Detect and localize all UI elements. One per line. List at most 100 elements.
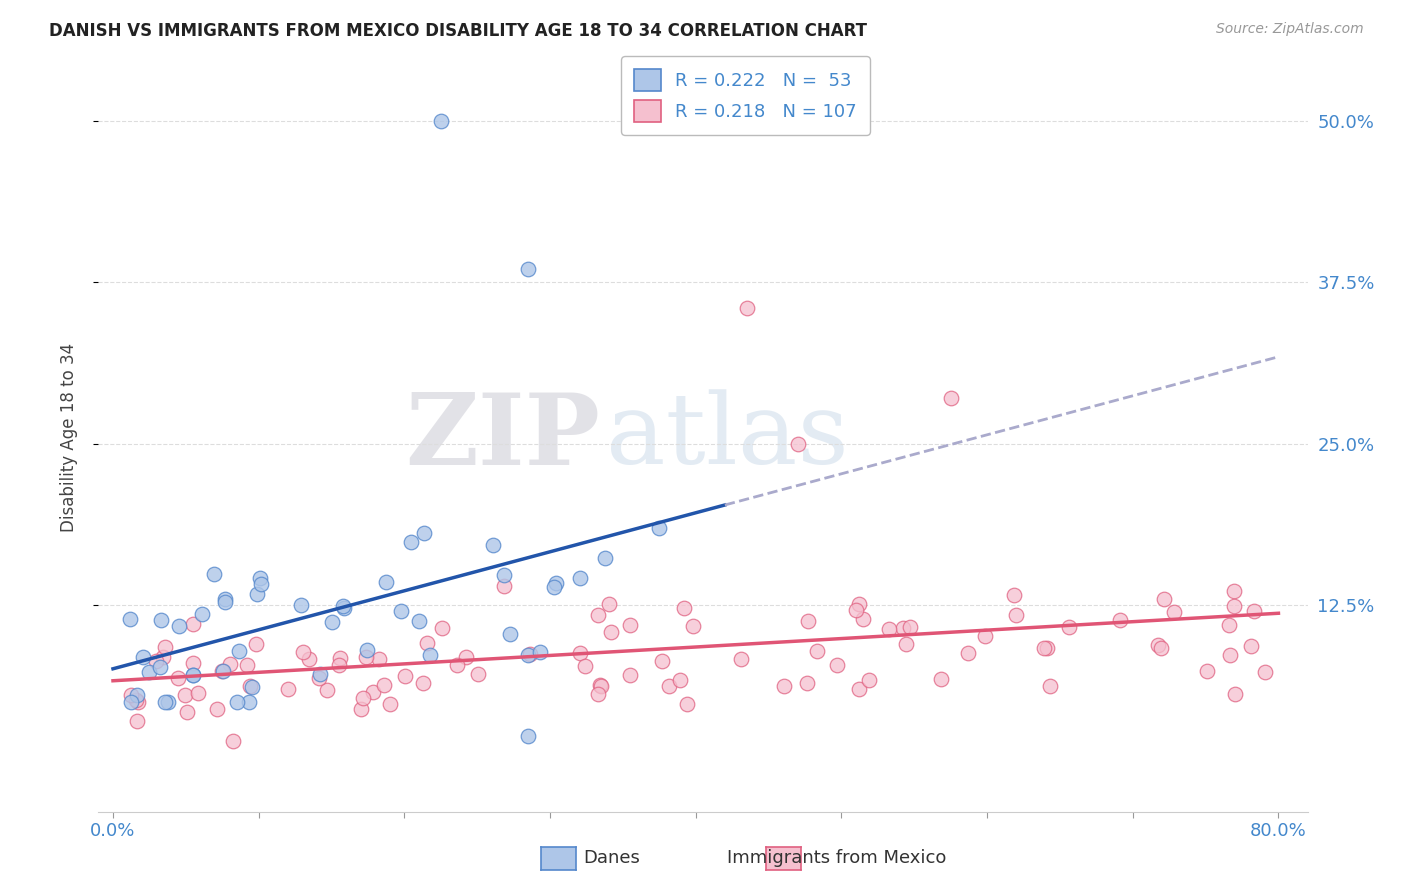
- Point: [356, 643, 378, 657]
- Point: [1002, 588, 1025, 602]
- Point: [543, 580, 565, 594]
- Point: [225, 695, 247, 709]
- Point: [845, 603, 868, 617]
- Point: [419, 648, 441, 662]
- Point: [929, 672, 952, 686]
- Point: [399, 535, 422, 549]
- Point: [153, 695, 176, 709]
- Point: [155, 640, 177, 655]
- Point: [367, 652, 389, 666]
- Point: [593, 551, 616, 566]
- Point: [333, 601, 356, 615]
- Point: [773, 679, 796, 693]
- Point: [517, 648, 540, 662]
- Point: [250, 577, 273, 591]
- Point: [1004, 608, 1026, 623]
- Point: [658, 679, 681, 693]
- Point: [879, 622, 901, 636]
- Point: [735, 301, 758, 315]
- Point: [1197, 664, 1219, 678]
- Point: [481, 538, 503, 552]
- Point: [1219, 648, 1241, 662]
- Point: [619, 667, 641, 681]
- Point: [277, 681, 299, 696]
- Point: [1223, 584, 1246, 599]
- Point: [239, 679, 262, 693]
- Point: [361, 685, 384, 699]
- Point: [956, 646, 979, 660]
- Point: [329, 650, 352, 665]
- Point: [394, 669, 416, 683]
- Point: [896, 637, 918, 651]
- Point: [174, 688, 197, 702]
- Point: [202, 566, 225, 581]
- Point: [786, 436, 808, 450]
- Point: [619, 618, 641, 632]
- Point: [1153, 591, 1175, 606]
- Point: [494, 568, 516, 582]
- Point: [1057, 620, 1080, 634]
- Point: [796, 676, 818, 690]
- Point: [181, 668, 204, 682]
- Point: [429, 113, 451, 128]
- Point: [430, 621, 453, 635]
- Point: [446, 657, 468, 672]
- Point: [236, 658, 259, 673]
- Point: [413, 526, 436, 541]
- Point: [125, 689, 148, 703]
- Point: [651, 654, 673, 668]
- Point: [589, 678, 612, 692]
- Point: [408, 614, 430, 628]
- Point: [467, 667, 489, 681]
- Point: [352, 691, 374, 706]
- Point: [1147, 639, 1170, 653]
- Point: [149, 660, 172, 674]
- Point: [238, 695, 260, 709]
- Point: [245, 637, 267, 651]
- Point: [648, 521, 671, 535]
- Point: [332, 599, 354, 614]
- Point: [412, 675, 434, 690]
- Point: [120, 688, 142, 702]
- Point: [149, 613, 172, 627]
- Point: [205, 702, 228, 716]
- Point: [321, 615, 343, 629]
- Text: DANISH VS IMMIGRANTS FROM MEXICO DISABILITY AGE 18 TO 34 CORRELATION CHART: DANISH VS IMMIGRANTS FROM MEXICO DISABIL…: [49, 22, 868, 40]
- Point: [852, 612, 875, 626]
- Point: [415, 635, 437, 649]
- Point: [127, 695, 149, 709]
- Point: [181, 656, 204, 670]
- Point: [675, 697, 697, 711]
- Point: [1163, 605, 1185, 619]
- Point: [682, 619, 704, 633]
- Text: Immigrants from Mexico: Immigrants from Mexico: [727, 849, 946, 867]
- Point: [374, 575, 396, 590]
- Point: [669, 673, 692, 687]
- Point: [298, 652, 321, 666]
- Point: [292, 645, 315, 659]
- Point: [848, 682, 870, 697]
- Point: [249, 571, 271, 585]
- Point: [166, 671, 188, 685]
- Point: [1149, 641, 1171, 656]
- Point: [1039, 679, 1062, 693]
- Point: [456, 650, 478, 665]
- Point: [517, 262, 540, 277]
- Point: [181, 617, 204, 632]
- Point: [499, 627, 522, 641]
- Point: [316, 682, 339, 697]
- Point: [240, 680, 263, 694]
- Point: [494, 579, 516, 593]
- Point: [191, 607, 214, 621]
- Point: [1036, 641, 1059, 656]
- Point: [211, 665, 233, 679]
- Point: [145, 654, 167, 668]
- Point: [131, 650, 153, 665]
- Point: [218, 657, 240, 671]
- Point: [797, 614, 820, 628]
- Point: [125, 693, 148, 707]
- Point: [373, 678, 395, 692]
- Point: [858, 673, 880, 687]
- Point: [598, 597, 620, 611]
- Point: [1240, 639, 1263, 653]
